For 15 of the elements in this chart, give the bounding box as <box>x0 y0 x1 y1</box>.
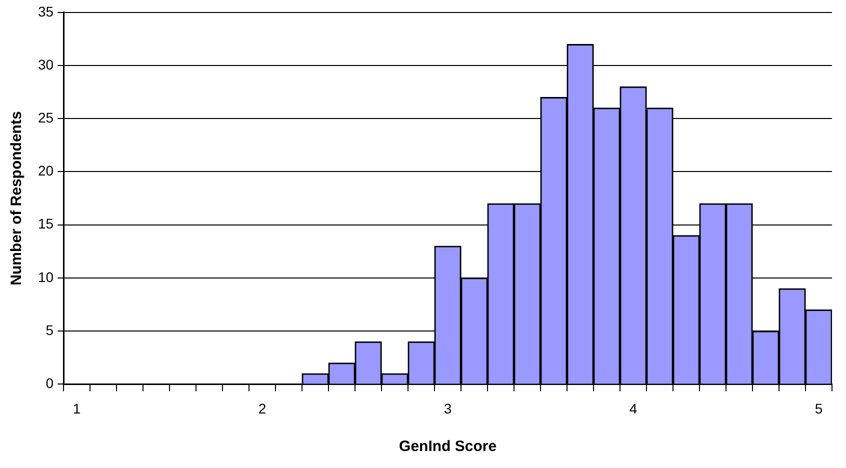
y-tick-label: 10 <box>38 268 54 285</box>
x-tick-label: 3 <box>444 400 452 416</box>
y-tick-label: 20 <box>38 162 54 179</box>
x-tick-label: 4 <box>629 400 638 416</box>
y-tick-label: 35 <box>38 3 54 20</box>
y-axis-title: Number of Respondents <box>8 111 26 286</box>
y-tick-label: 25 <box>38 109 54 126</box>
y-tick-label: 0 <box>46 375 54 392</box>
x-tick-label: 5 <box>814 400 823 416</box>
x-tick-label: 2 <box>258 400 266 416</box>
x-tick-label: 1 <box>72 400 81 416</box>
y-tick-label: 5 <box>46 322 54 338</box>
x-axis-title: GenInd Score <box>399 438 497 456</box>
y-tick-label: 30 <box>38 56 54 72</box>
y-tick-label: 15 <box>38 216 54 232</box>
